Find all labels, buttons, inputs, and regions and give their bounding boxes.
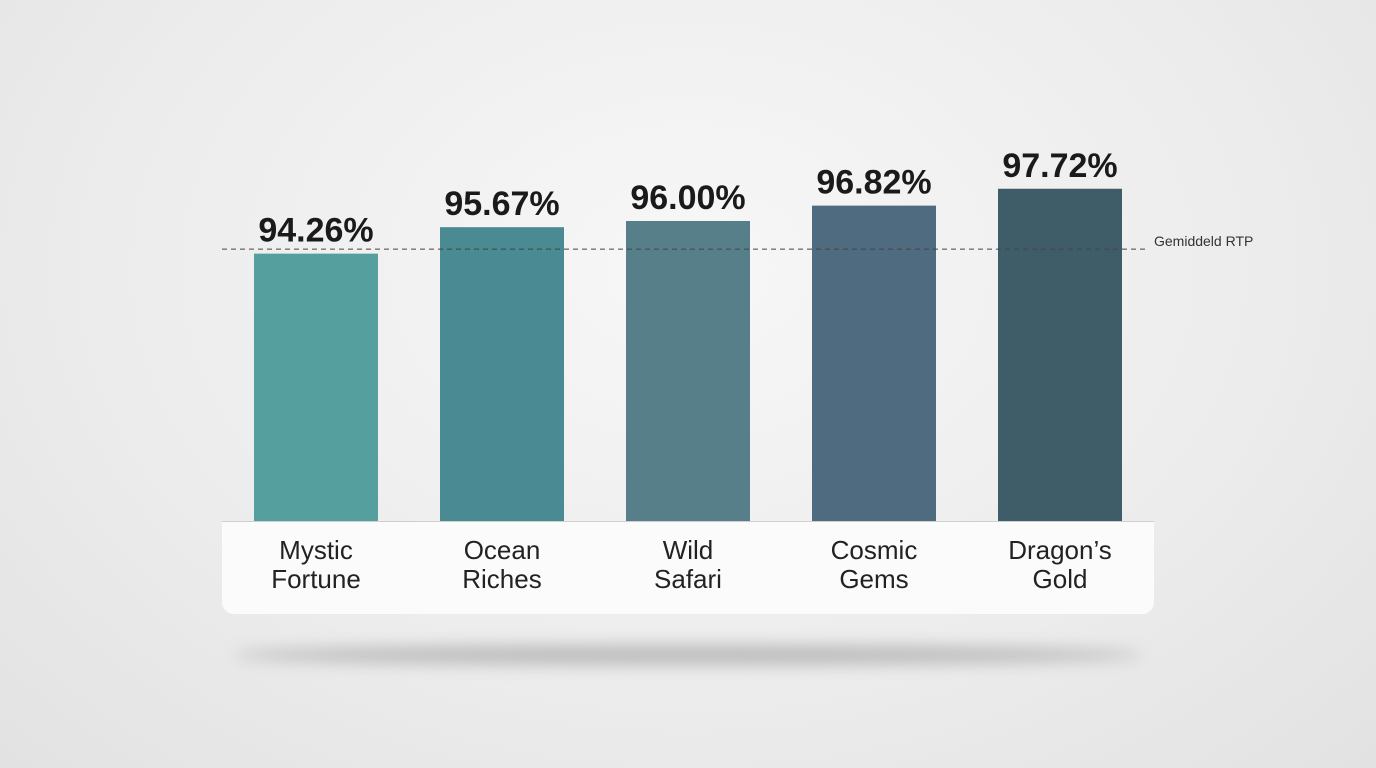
bar: [998, 188, 1122, 521]
bar: [254, 253, 378, 521]
label-panel-top: [222, 521, 1154, 533]
bar: [440, 227, 564, 521]
category-label: Ocean Riches: [462, 535, 542, 594]
category-label: Wild Safari: [654, 535, 722, 594]
bar: [626, 221, 750, 521]
value-label: 96.00%: [630, 179, 745, 217]
bar: [812, 205, 936, 521]
category-label: Cosmic Gems: [830, 535, 918, 594]
category-label: Mystic Fortune: [271, 535, 361, 594]
category-label: Dragon’s Gold: [1008, 535, 1112, 594]
value-label: 95.67%: [444, 185, 559, 223]
label-panel: [222, 521, 1154, 614]
value-label: 94.26%: [258, 212, 373, 250]
value-label: 97.72%: [1002, 147, 1117, 185]
reference-label: Gemiddeld RTP: [1154, 233, 1253, 249]
shadow: [233, 645, 1143, 665]
value-label: 96.82%: [816, 164, 931, 202]
